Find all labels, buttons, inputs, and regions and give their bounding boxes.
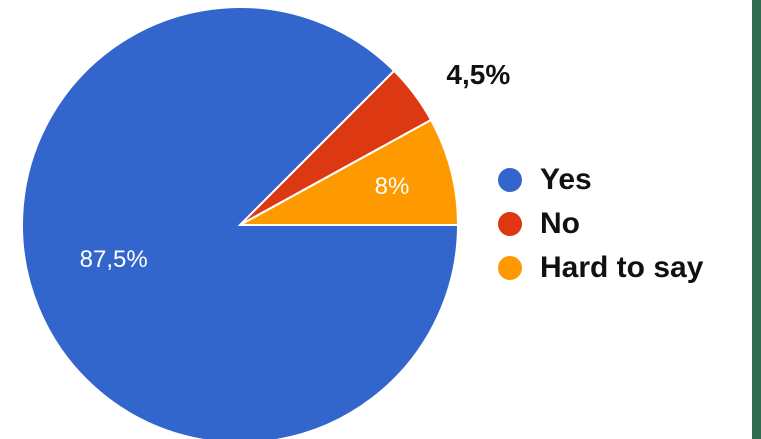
data-label-hard-to-say: 8% bbox=[375, 173, 410, 200]
data-label-no: 4,5% bbox=[446, 59, 510, 90]
legend-label-hard-to-say: Hard to say bbox=[540, 251, 704, 284]
legend-swatch-yes bbox=[498, 168, 522, 192]
legend-label-yes: Yes bbox=[540, 163, 592, 196]
pie-slice-hard-to-say bbox=[239, 118, 460, 226]
legend-item-hard-to-say: Hard to say bbox=[498, 246, 703, 290]
legend-swatch-hard-to-say bbox=[498, 256, 522, 280]
legend-swatch-no bbox=[498, 212, 522, 236]
legend-label-no: No bbox=[540, 207, 580, 240]
legend-item-yes: Yes bbox=[498, 158, 703, 202]
right-edge-bar bbox=[752, 0, 761, 439]
legend: Yes No Hard to say bbox=[498, 158, 703, 290]
legend-item-no: No bbox=[498, 202, 703, 246]
data-label-yes: 87,5% bbox=[80, 246, 148, 273]
